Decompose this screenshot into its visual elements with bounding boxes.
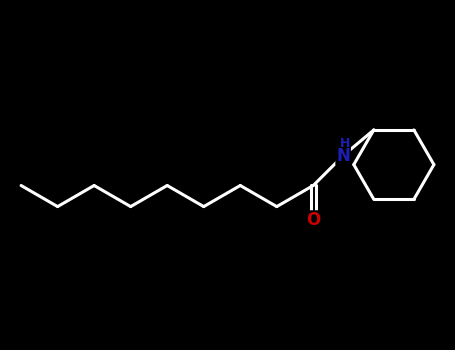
Text: H: H [339, 137, 350, 150]
Text: O: O [306, 211, 320, 229]
Text: N: N [336, 147, 350, 164]
